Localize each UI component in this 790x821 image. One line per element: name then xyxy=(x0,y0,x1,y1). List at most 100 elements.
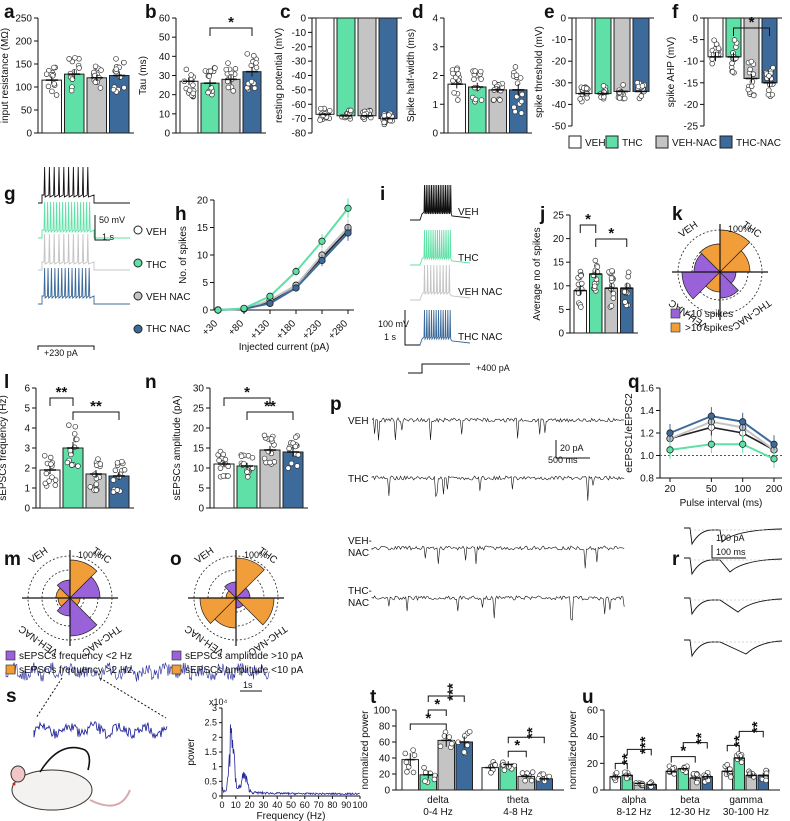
data-dot-b xyxy=(251,53,257,59)
data-dot-d xyxy=(472,96,479,103)
legend-swatch-THC xyxy=(605,135,619,149)
trace-g-THC xyxy=(38,201,130,239)
band-name-u: gamma xyxy=(729,795,763,806)
data-dot-n xyxy=(267,459,273,466)
data-dot-t xyxy=(402,750,409,757)
trace-label-p: THC xyxy=(348,474,369,485)
band-range-t: 4-8 Hz xyxy=(503,807,532,818)
panel-label-u: u xyxy=(582,687,594,708)
data-dot-b xyxy=(225,84,232,91)
y-tick-label-b: 40 xyxy=(159,52,171,63)
data-dot-t xyxy=(404,769,410,775)
data-dot-u xyxy=(727,774,734,780)
chart-d: 0 1 2 3 4 Spike half-width (ms) xyxy=(406,14,532,140)
scale-g-mv: 50 mV xyxy=(99,215,125,225)
data-dot-n xyxy=(261,432,268,439)
data-dot-d xyxy=(513,72,520,79)
legend-o-gt10: sEPSCs amplitude >10 pA xyxy=(185,651,303,662)
bar-d-VEH-NAC xyxy=(488,89,507,134)
sig-bracket-u xyxy=(726,744,740,752)
data-point-h-THC-NAC xyxy=(318,256,326,265)
data-dot-e xyxy=(583,85,590,92)
data-dot-j xyxy=(592,257,599,264)
data-point-h-THC xyxy=(214,306,222,314)
data-dot-u xyxy=(694,779,700,786)
data-dot-f xyxy=(729,60,735,67)
scale-i-s: 1 s xyxy=(384,332,397,342)
data-dot-n xyxy=(220,473,227,479)
data-dot-f xyxy=(750,71,757,77)
y-tick-label-h: 20 xyxy=(197,196,209,207)
bar-a-VEH xyxy=(41,79,62,134)
data-dot-b xyxy=(223,66,230,73)
y-tick-label-e: 0 xyxy=(560,14,566,25)
polar-wedge xyxy=(235,597,275,626)
data-dot-e xyxy=(638,93,645,99)
step-current-i xyxy=(408,363,470,374)
legend-label-VEH: VEH xyxy=(585,138,606,149)
bar-e-VEH-NAC xyxy=(613,17,631,92)
data-dot-l xyxy=(71,431,78,437)
data-point-q-THC-NAC xyxy=(707,412,715,420)
y-axis-label-c: resting potential (mV) xyxy=(274,28,285,123)
data-dot-t xyxy=(410,769,417,776)
y-tick-label-s: 2 xyxy=(212,732,217,742)
y-tick-label-j: 15 xyxy=(553,258,565,269)
trace-i-THC-NAC xyxy=(410,309,471,346)
data-dot-u xyxy=(724,762,730,768)
data-dot-b xyxy=(253,60,259,66)
mouse-ear xyxy=(10,765,26,783)
data-dot-f xyxy=(765,91,772,98)
x-tick-label-h: +30 xyxy=(200,318,220,338)
sig-star-n: ** xyxy=(264,398,276,415)
data-dot-n xyxy=(217,465,224,471)
scale-bar-i xyxy=(404,310,420,346)
data-dot-l xyxy=(41,452,48,459)
sepsc-trace-VEH-NAC xyxy=(371,545,625,569)
data-dot-t xyxy=(540,771,547,777)
trace-i-VEH-NAC xyxy=(410,264,471,301)
data-dot-t xyxy=(421,764,427,771)
y-tick-label-c: -50 xyxy=(292,85,307,96)
trace-label-p: NAC xyxy=(348,548,369,559)
y-tick-label-t: 80 xyxy=(379,722,391,733)
y-tick-label-q: 1.4 xyxy=(640,406,654,417)
data-dot-j xyxy=(591,283,598,289)
panel-label-i: i xyxy=(380,184,385,205)
y-tick-label-s: 3 xyxy=(212,703,217,713)
data-dot-l xyxy=(112,467,119,474)
y-tick-label-n: 20 xyxy=(193,424,205,435)
y-tick-label-h: 5 xyxy=(202,278,208,289)
sig-bracket-l xyxy=(72,411,120,420)
legend-o-lt10: sEPSCs amplitude <10 pA xyxy=(185,665,303,676)
legend-o-purple-swatch xyxy=(171,650,182,661)
y-tick-label-h: 0 xyxy=(202,306,208,317)
bar-c-THC-NAC xyxy=(378,17,398,120)
y-tick-label-l: 0 xyxy=(24,504,30,515)
panel-label-t: t xyxy=(370,687,377,708)
y-tick-label-s: 0.5 xyxy=(204,776,217,786)
zoom-line-right xyxy=(99,677,167,719)
data-dot-l xyxy=(95,456,101,462)
data-point-h-THC-NAC xyxy=(344,229,352,237)
y-tick-label-l: 6 xyxy=(24,384,30,395)
series-line-h-VEH xyxy=(217,229,349,311)
data-dot-e xyxy=(621,95,628,102)
data-dot-d xyxy=(454,66,460,73)
data-dot-d xyxy=(471,76,477,83)
trace-label-g-thc: THC xyxy=(146,260,167,271)
x-tick-label-q: 100 xyxy=(734,484,751,495)
x-tick-label-q: 50 xyxy=(706,484,718,495)
y-tick-label-u: 0 xyxy=(592,786,598,797)
legend-label-THC-NAC: THC-NAC xyxy=(736,138,781,149)
data-dot-t xyxy=(446,734,452,740)
y-tick-label-a: 250 xyxy=(15,14,32,25)
y-axis-label-s: power xyxy=(186,738,197,766)
data-dot-f xyxy=(751,92,757,99)
legend-swatch-VEH xyxy=(568,135,582,149)
bar-n-VEH xyxy=(213,463,235,509)
legend-k-purple-swatch xyxy=(670,308,681,319)
